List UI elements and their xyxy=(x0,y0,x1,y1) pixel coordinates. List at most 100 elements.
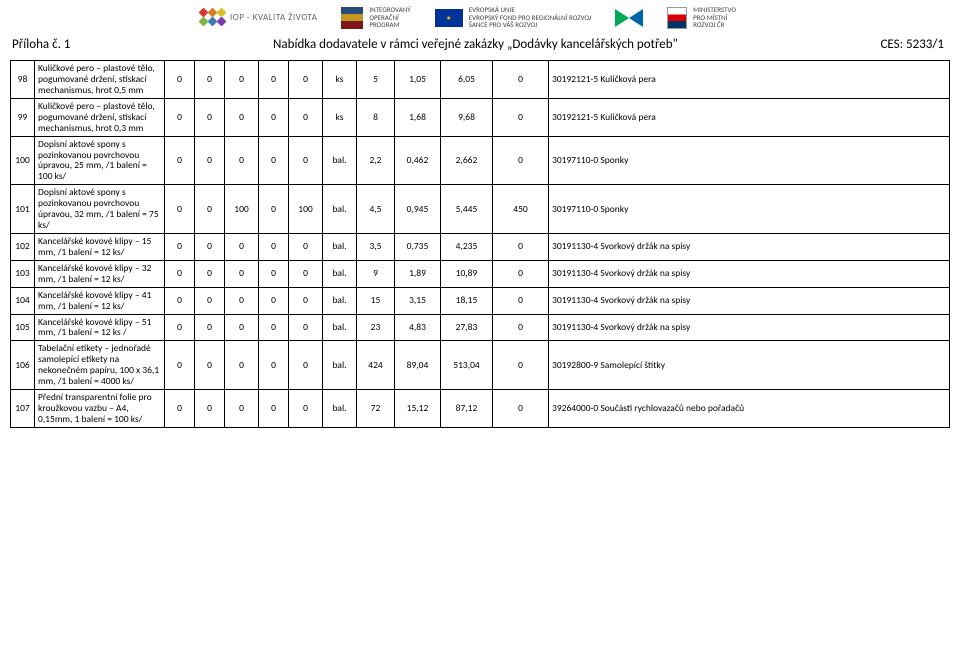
cell: 0 xyxy=(493,287,549,314)
cell: 0 xyxy=(259,233,289,260)
eu-text: EVROPSKÁ UNIE EVROPSKÝ FOND PRO REGIONÁL… xyxy=(469,6,591,29)
cell: 0 xyxy=(225,233,259,260)
cell: 15,12 xyxy=(395,390,441,428)
cell: 2,2 xyxy=(357,136,395,185)
cell: 15 xyxy=(357,287,395,314)
cell: 89,04 xyxy=(395,341,441,390)
cell: 0 xyxy=(195,98,225,136)
cell: 101 xyxy=(11,185,35,234)
cell: 0,735 xyxy=(395,233,441,260)
arrow-logo xyxy=(615,9,643,27)
cell: 10,89 xyxy=(441,260,493,287)
cell: 98 xyxy=(11,61,35,99)
cell: 0 xyxy=(225,341,259,390)
cell: 72 xyxy=(357,390,395,428)
cell: 0 xyxy=(493,98,549,136)
cell: Kancelářské kovové klipy – 32 mm, /1 bal… xyxy=(35,260,165,287)
cell: Přední transparentní folie pro kroužkovo… xyxy=(35,390,165,428)
cell: 30191130-4 Svorkový držák na spisy xyxy=(549,233,950,260)
cell: ks xyxy=(323,61,357,99)
cell: 0 xyxy=(165,314,195,341)
cell: 106 xyxy=(11,341,35,390)
iop-text: IOP - KVALITA ŽIVOTA xyxy=(230,12,317,23)
cell: 104 xyxy=(11,287,35,314)
cell: 99 xyxy=(11,98,35,136)
cell: 4,83 xyxy=(395,314,441,341)
cell: 0 xyxy=(225,98,259,136)
cell: 0 xyxy=(493,341,549,390)
cell: 0,945 xyxy=(395,185,441,234)
cell: bal. xyxy=(323,314,357,341)
cell: 1,05 xyxy=(395,61,441,99)
cell: 0 xyxy=(195,185,225,234)
cell: ks xyxy=(323,98,357,136)
cell: 103 xyxy=(11,260,35,287)
title-row: Příloha č. 1 Nabídka dodavatele v rámci … xyxy=(0,33,960,60)
cell: 0 xyxy=(259,390,289,428)
cell: 0 xyxy=(165,136,195,185)
cell: 30191130-4 Svorkový držák na spisy xyxy=(549,287,950,314)
ministry-logo: MINISTERSTVO PRO MÍSTNÍ ROZVOJ ČR xyxy=(667,6,736,29)
cell: 0 xyxy=(165,341,195,390)
cell: 107 xyxy=(11,390,35,428)
cell: 9,68 xyxy=(441,98,493,136)
arrows-icon xyxy=(615,9,643,27)
cell: 0 xyxy=(289,341,323,390)
cell: 513,04 xyxy=(441,341,493,390)
cell: 23 xyxy=(357,314,395,341)
cell: 6,05 xyxy=(441,61,493,99)
cell: 0 xyxy=(165,233,195,260)
cell: 0 xyxy=(225,136,259,185)
cell: 4,5 xyxy=(357,185,395,234)
table-row: 107Přední transparentní folie pro kroužk… xyxy=(11,390,950,428)
cell: 87,12 xyxy=(441,390,493,428)
cell: bal. xyxy=(323,233,357,260)
cell: 0 xyxy=(225,314,259,341)
cell: 8 xyxy=(357,98,395,136)
cell: 0 xyxy=(259,341,289,390)
table-row: 98Kuličkové pero – plastové tělo, pogumo… xyxy=(11,61,950,99)
cell: 0 xyxy=(259,185,289,234)
eu-flag-icon xyxy=(435,9,463,27)
cell: 0 xyxy=(289,287,323,314)
cell: 0 xyxy=(259,314,289,341)
cell: 3,5 xyxy=(357,233,395,260)
cell: 1,68 xyxy=(395,98,441,136)
table-row: 101Dopisní aktové spony s pozinkovanou p… xyxy=(11,185,950,234)
cell: 18,15 xyxy=(441,287,493,314)
cell: 4,235 xyxy=(441,233,493,260)
integrated-logo: INTEGROVANÝ OPERAČNÍ PROGRAM xyxy=(341,6,410,29)
cell: Kancelářské kovové klipy – 15 mm, /1 bal… xyxy=(35,233,165,260)
table-row: 100Dopisní aktové spony s pozinkovanou p… xyxy=(11,136,950,185)
cell: 0 xyxy=(493,390,549,428)
cell: 30192121-5 Kuličková pera xyxy=(549,61,950,99)
cell: bal. xyxy=(323,341,357,390)
cell: bal. xyxy=(323,185,357,234)
cell: Tabelační etikety – jednořadé samolepící… xyxy=(35,341,165,390)
eu-logo: EVROPSKÁ UNIE EVROPSKÝ FOND PRO REGIONÁL… xyxy=(435,6,591,29)
cell: 0 xyxy=(289,390,323,428)
cell: 27,83 xyxy=(441,314,493,341)
hex-icon xyxy=(200,9,226,26)
cell: 0 xyxy=(259,136,289,185)
cell: 0 xyxy=(289,314,323,341)
title-center: Nabídka dodavatele v rámci veřejné zakáz… xyxy=(70,37,880,52)
cell: 0,462 xyxy=(395,136,441,185)
cell: 0 xyxy=(289,260,323,287)
table-row: 102Kancelářské kovové klipy – 15 mm, /1 … xyxy=(11,233,950,260)
cell: 30197110-0 Sponky xyxy=(549,136,950,185)
cell: 0 xyxy=(259,287,289,314)
cell: Kuličkové pero – plastové tělo, pogumova… xyxy=(35,61,165,99)
cell: 105 xyxy=(11,314,35,341)
cell: 0 xyxy=(493,136,549,185)
table-row: 104Kancelářské kovové klipy – 41 mm, /1 … xyxy=(11,287,950,314)
cell: 0 xyxy=(493,260,549,287)
iop-logo: IOP - KVALITA ŽIVOTA xyxy=(200,9,317,26)
cell: 0 xyxy=(195,260,225,287)
cell: 0 xyxy=(165,61,195,99)
table-row: 105Kancelářské kovové klipy – 51 mm, /1 … xyxy=(11,314,950,341)
cell: 0 xyxy=(165,287,195,314)
cell: 0 xyxy=(225,260,259,287)
cell: bal. xyxy=(323,136,357,185)
cell: 30197110-0 Sponky xyxy=(549,185,950,234)
